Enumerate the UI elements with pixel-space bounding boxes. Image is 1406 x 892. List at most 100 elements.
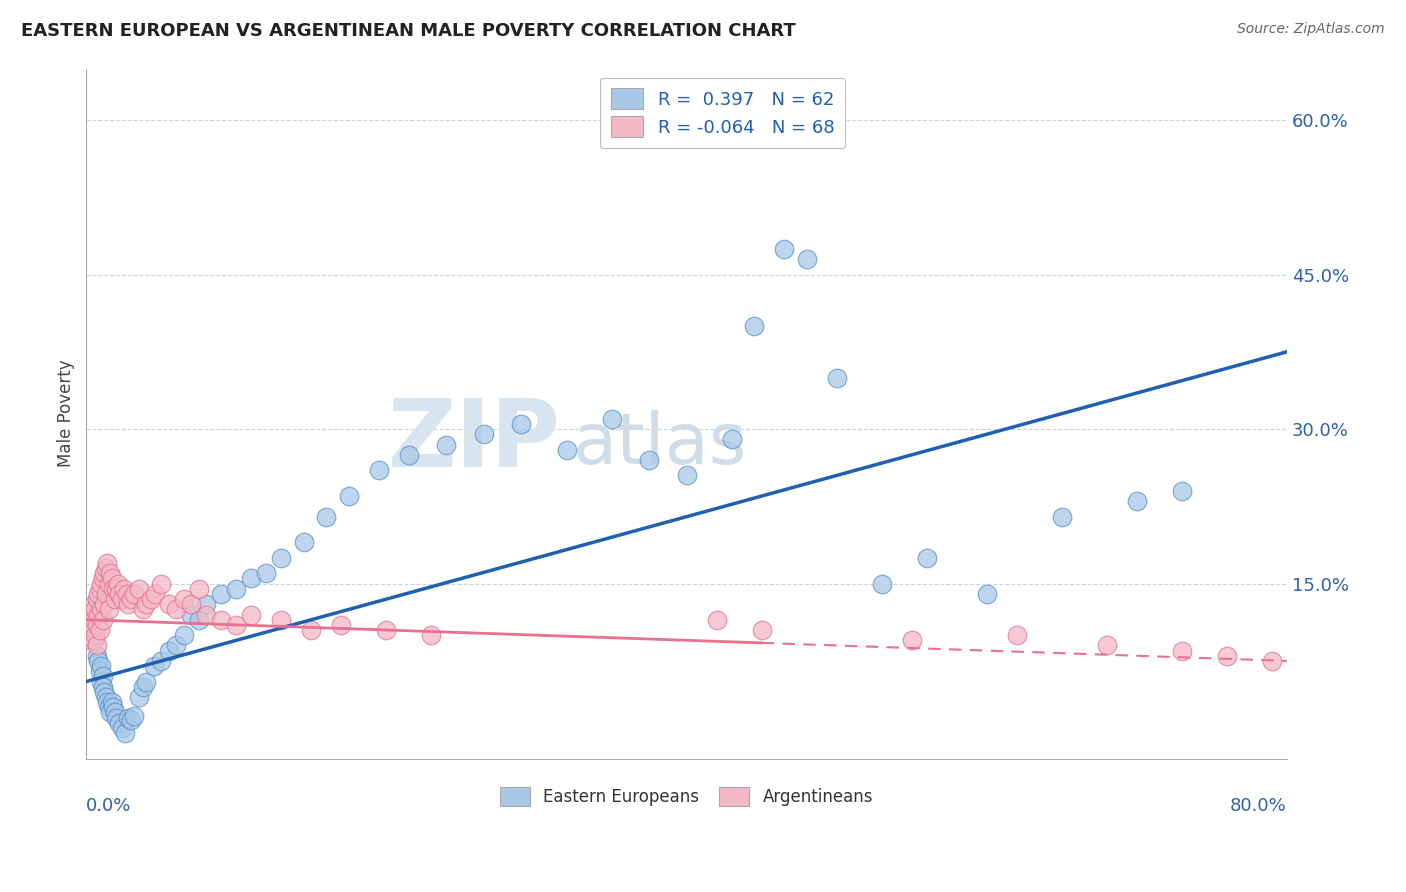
Point	[142, 659, 165, 673]
Text: 80.0%: 80.0%	[1230, 797, 1286, 814]
Point	[112, 582, 135, 596]
Point	[315, 509, 337, 524]
Point	[132, 680, 155, 694]
Point	[86, 639, 108, 653]
Point	[82, 623, 104, 637]
Point	[97, 700, 120, 714]
Point	[180, 607, 202, 622]
Point	[97, 576, 120, 591]
Point	[94, 690, 117, 704]
Point	[83, 633, 105, 648]
Point	[120, 713, 142, 727]
Point	[82, 607, 104, 622]
Point	[187, 613, 209, 627]
Point	[101, 572, 124, 586]
Point	[86, 618, 108, 632]
Point	[90, 659, 112, 673]
Point	[91, 613, 114, 627]
Point	[420, 628, 443, 642]
Point	[105, 582, 128, 596]
Point	[124, 708, 146, 723]
Point	[375, 623, 398, 637]
Point	[105, 710, 128, 724]
Point	[83, 633, 105, 648]
Point	[398, 448, 420, 462]
Point	[825, 370, 848, 384]
Point	[187, 582, 209, 596]
Point	[135, 674, 157, 689]
Point	[86, 648, 108, 663]
Point	[510, 417, 533, 431]
Point	[91, 680, 114, 694]
Text: EASTERN EUROPEAN VS ARGENTINEAN MALE POVERTY CORRELATION CHART: EASTERN EUROPEAN VS ARGENTINEAN MALE POV…	[21, 22, 796, 40]
Point	[150, 576, 173, 591]
Point	[165, 639, 187, 653]
Point	[976, 587, 998, 601]
Point	[150, 654, 173, 668]
Text: ZIP: ZIP	[388, 395, 561, 487]
Point	[128, 582, 150, 596]
Point	[98, 706, 121, 720]
Point	[124, 587, 146, 601]
Point	[89, 664, 111, 678]
Point	[87, 654, 110, 668]
Point	[103, 700, 125, 714]
Point	[89, 623, 111, 637]
Point	[195, 597, 218, 611]
Point	[94, 587, 117, 601]
Point	[86, 592, 108, 607]
Point	[108, 715, 131, 730]
Point	[254, 566, 277, 581]
Point	[91, 669, 114, 683]
Point	[1050, 509, 1073, 524]
Point	[720, 433, 742, 447]
Point	[638, 453, 661, 467]
Point	[600, 412, 623, 426]
Point	[173, 592, 195, 607]
Point	[90, 674, 112, 689]
Point	[1126, 494, 1149, 508]
Point	[870, 576, 893, 591]
Point	[240, 572, 263, 586]
Point	[132, 602, 155, 616]
Point	[180, 597, 202, 611]
Point	[915, 550, 938, 565]
Point	[115, 587, 138, 601]
Point	[675, 468, 697, 483]
Point	[97, 602, 120, 616]
Point	[139, 592, 162, 607]
Point	[157, 597, 180, 611]
Point	[751, 623, 773, 637]
Point	[270, 613, 292, 627]
Point	[90, 602, 112, 616]
Point	[93, 566, 115, 581]
Point	[143, 587, 166, 601]
Point	[900, 633, 922, 648]
Point	[96, 695, 118, 709]
Point	[108, 587, 131, 601]
Point	[94, 561, 117, 575]
Point	[107, 576, 129, 591]
Point	[104, 706, 127, 720]
Point	[117, 710, 139, 724]
Point	[79, 633, 101, 648]
Point	[98, 566, 121, 581]
Point	[96, 556, 118, 570]
Point	[209, 613, 232, 627]
Point	[195, 607, 218, 622]
Point	[209, 587, 232, 601]
Point	[84, 602, 107, 616]
Text: Source: ZipAtlas.com: Source: ZipAtlas.com	[1237, 22, 1385, 37]
Point	[165, 602, 187, 616]
Point	[83, 597, 105, 611]
Point	[368, 463, 391, 477]
Text: 0.0%: 0.0%	[86, 797, 132, 814]
Point	[135, 597, 157, 611]
Point	[128, 690, 150, 704]
Point	[90, 576, 112, 591]
Point	[173, 628, 195, 642]
Point	[1095, 639, 1118, 653]
Text: atlas: atlas	[572, 410, 747, 479]
Point	[1005, 628, 1028, 642]
Point	[773, 242, 796, 256]
